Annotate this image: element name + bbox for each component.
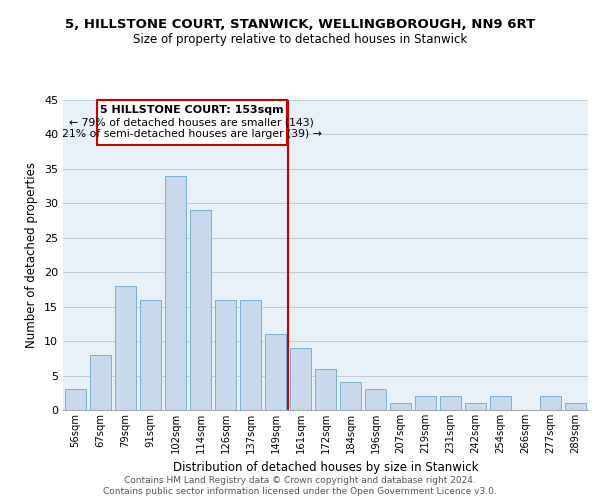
Bar [215,300,236,410]
Bar [290,348,311,410]
Text: 5 HILLSTONE COURT: 153sqm: 5 HILLSTONE COURT: 153sqm [100,104,284,115]
Bar [440,396,461,410]
FancyBboxPatch shape [97,100,287,145]
Bar [115,286,136,410]
Text: Contains HM Land Registry data © Crown copyright and database right 2024.: Contains HM Land Registry data © Crown c… [124,476,476,485]
Bar [365,390,386,410]
Bar [315,368,336,410]
Bar [140,300,161,410]
X-axis label: Distribution of detached houses by size in Stanwick: Distribution of detached houses by size … [173,462,478,474]
Bar [65,390,86,410]
Bar [240,300,261,410]
Text: Size of property relative to detached houses in Stanwick: Size of property relative to detached ho… [133,32,467,46]
Text: ← 79% of detached houses are smaller (143): ← 79% of detached houses are smaller (14… [70,117,314,127]
Bar [190,210,211,410]
Y-axis label: Number of detached properties: Number of detached properties [25,162,38,348]
Bar [390,403,411,410]
Bar [415,396,436,410]
Bar [90,355,111,410]
Text: 21% of semi-detached houses are larger (39) →: 21% of semi-detached houses are larger (… [62,129,322,139]
Bar [565,403,586,410]
Text: Contains public sector information licensed under the Open Government Licence v3: Contains public sector information licen… [103,488,497,496]
Bar [340,382,361,410]
Bar [540,396,561,410]
Bar [165,176,186,410]
Text: 5, HILLSTONE COURT, STANWICK, WELLINGBOROUGH, NN9 6RT: 5, HILLSTONE COURT, STANWICK, WELLINGBOR… [65,18,535,30]
Bar [265,334,286,410]
Bar [490,396,511,410]
Bar [465,403,486,410]
